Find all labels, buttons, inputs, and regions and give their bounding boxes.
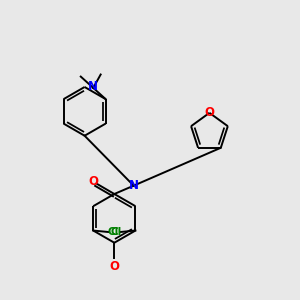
Text: O: O: [109, 260, 119, 273]
Text: N: N: [129, 179, 139, 192]
Text: N: N: [88, 80, 98, 94]
Text: Cl: Cl: [107, 227, 118, 237]
Text: O: O: [204, 106, 214, 119]
Text: O: O: [88, 175, 98, 188]
Text: Cl: Cl: [110, 227, 122, 237]
